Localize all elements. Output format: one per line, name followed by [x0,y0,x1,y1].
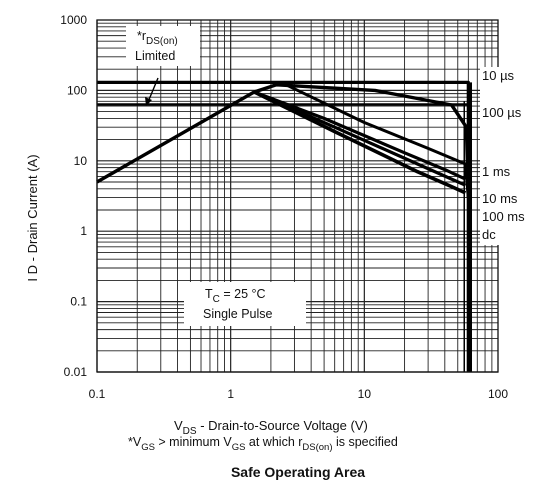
series-line-dc [253,90,467,195]
x-tick-label: 1 [227,387,234,401]
y-tick-label: 0.01 [64,365,88,379]
y-tick-label: 10 [74,154,88,168]
series-line-100-ms [253,90,467,187]
footnote: *VGS > minimum VGS at which rDS(on) is s… [128,435,398,453]
series-label: dc [482,227,496,242]
x-tick-label: 100 [488,387,508,401]
chart-caption: Safe Operating Area [231,464,365,480]
series-label: 10 ms [482,191,518,206]
series-line-10-ms [253,90,467,181]
series-label: 100 ms [482,209,525,224]
annotation-arrowhead [145,97,152,106]
x-tick-label: 10 [358,387,372,401]
series-label: 100 µs [482,105,522,120]
annotation-arrow [147,77,159,103]
y-tick-label: 1 [80,224,87,238]
rds-limited-annotation: *rDS(on) [137,29,178,47]
series-line-10-s [97,80,470,372]
y-tick-label: 100 [67,83,87,97]
series-line-1-ms [285,83,470,198]
y-axis-title: I D - Drain Current (A) [25,154,40,281]
rds-limited-box [126,26,200,66]
x-tick-label: 0.1 [89,387,106,401]
y-tick-label: 0.1 [70,295,87,309]
conditions-line2: Single Pulse [203,307,273,321]
rds-limited-line2: Limited [135,49,175,63]
series-label-background [480,67,536,245]
series-label: 10 µs [482,68,515,83]
grid [96,20,498,373]
series-lines [96,77,472,372]
conditions-box [184,282,306,326]
series-label: 1 ms [482,164,511,179]
x-axis-title: VDS - Drain-to-Source Voltage (V) [174,418,368,437]
conditions-annotation: TC = 25 °C [205,287,266,305]
y-tick-label: 1000 [60,13,87,27]
